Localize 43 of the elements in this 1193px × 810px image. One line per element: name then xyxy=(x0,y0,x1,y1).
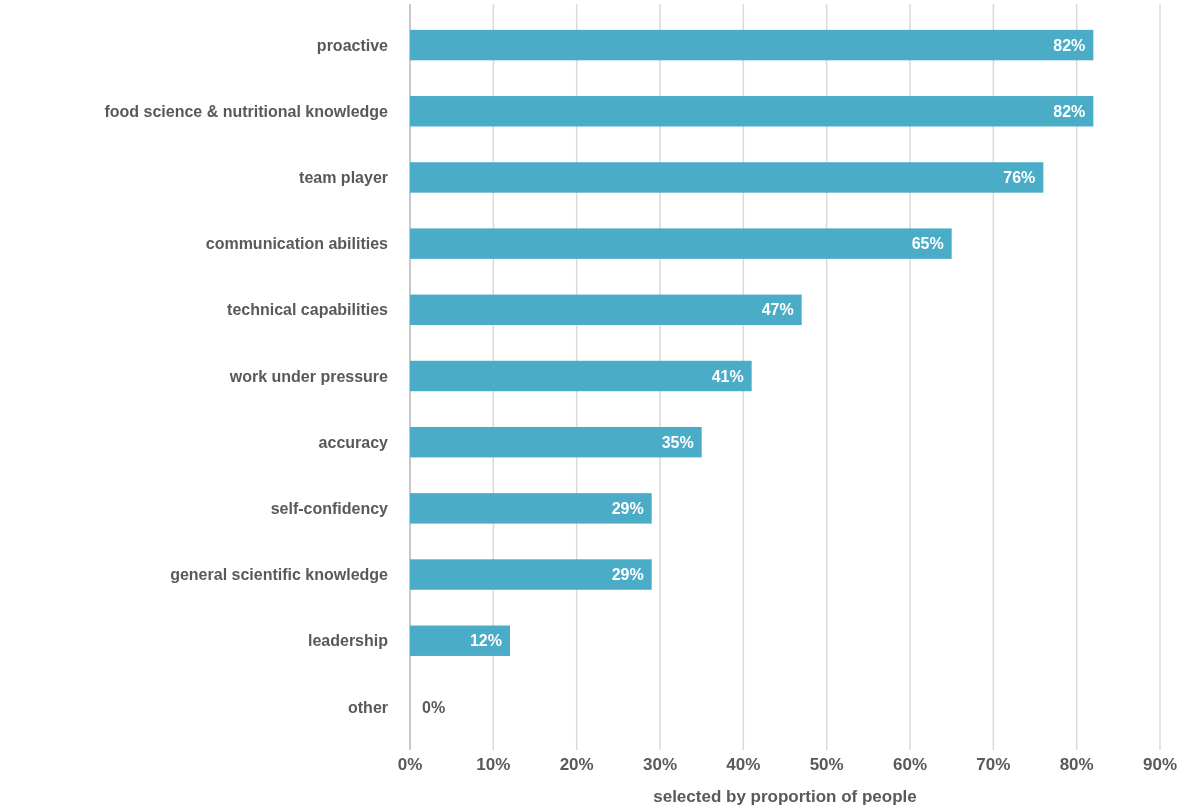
x-tick-label: 40% xyxy=(726,755,761,774)
y-tick-label: team player xyxy=(299,169,388,187)
y-tick-label: leadership xyxy=(307,632,389,650)
x-tick-label: 80% xyxy=(1059,755,1094,774)
y-tick-label: self-confidency xyxy=(270,499,389,517)
bar xyxy=(410,559,652,590)
x-tick-label: 10% xyxy=(476,755,511,774)
data-label: 29% xyxy=(611,566,644,584)
bar xyxy=(410,493,652,524)
data-label: 82% xyxy=(1053,36,1086,54)
bar xyxy=(410,96,1094,127)
bar xyxy=(410,625,510,656)
y-tick-label: communication abilities xyxy=(205,235,389,253)
data-label: 29% xyxy=(611,499,644,517)
x-axis-title: selected by proportion of people xyxy=(653,787,917,806)
data-label: 65% xyxy=(911,235,944,253)
x-tick-label: 0% xyxy=(397,755,423,774)
x-tick-label: 20% xyxy=(559,755,594,774)
data-label: 47% xyxy=(761,301,794,319)
y-tick-label: accuracy xyxy=(318,433,389,451)
bar xyxy=(410,426,702,458)
data-label: 12% xyxy=(469,632,502,650)
data-label: 41% xyxy=(711,367,744,385)
x-tick-label: 50% xyxy=(809,755,844,774)
x-tick-label: 70% xyxy=(976,755,1011,774)
y-tick-label: other xyxy=(348,698,388,716)
data-label: 82% xyxy=(1053,102,1086,120)
bar xyxy=(410,29,1094,61)
x-tick-label: 60% xyxy=(892,755,928,774)
y-tick-label: general scientific knowledge xyxy=(170,566,389,584)
bar xyxy=(410,228,952,259)
x-tick-label: 30% xyxy=(642,755,678,774)
bar xyxy=(410,162,1044,193)
data-label: 35% xyxy=(661,433,694,451)
data-label: 76% xyxy=(1003,169,1036,187)
bar xyxy=(410,360,752,392)
y-tick-label: technical capabilities xyxy=(227,301,389,319)
x-tick-label: 90% xyxy=(1142,755,1178,774)
data-label: 0% xyxy=(422,698,446,716)
y-tick-label: proactive xyxy=(316,36,389,54)
y-tick-label: work under pressure xyxy=(228,367,389,385)
bar xyxy=(410,294,802,326)
y-tick-label: food science & nutritional knowledge xyxy=(104,102,389,120)
